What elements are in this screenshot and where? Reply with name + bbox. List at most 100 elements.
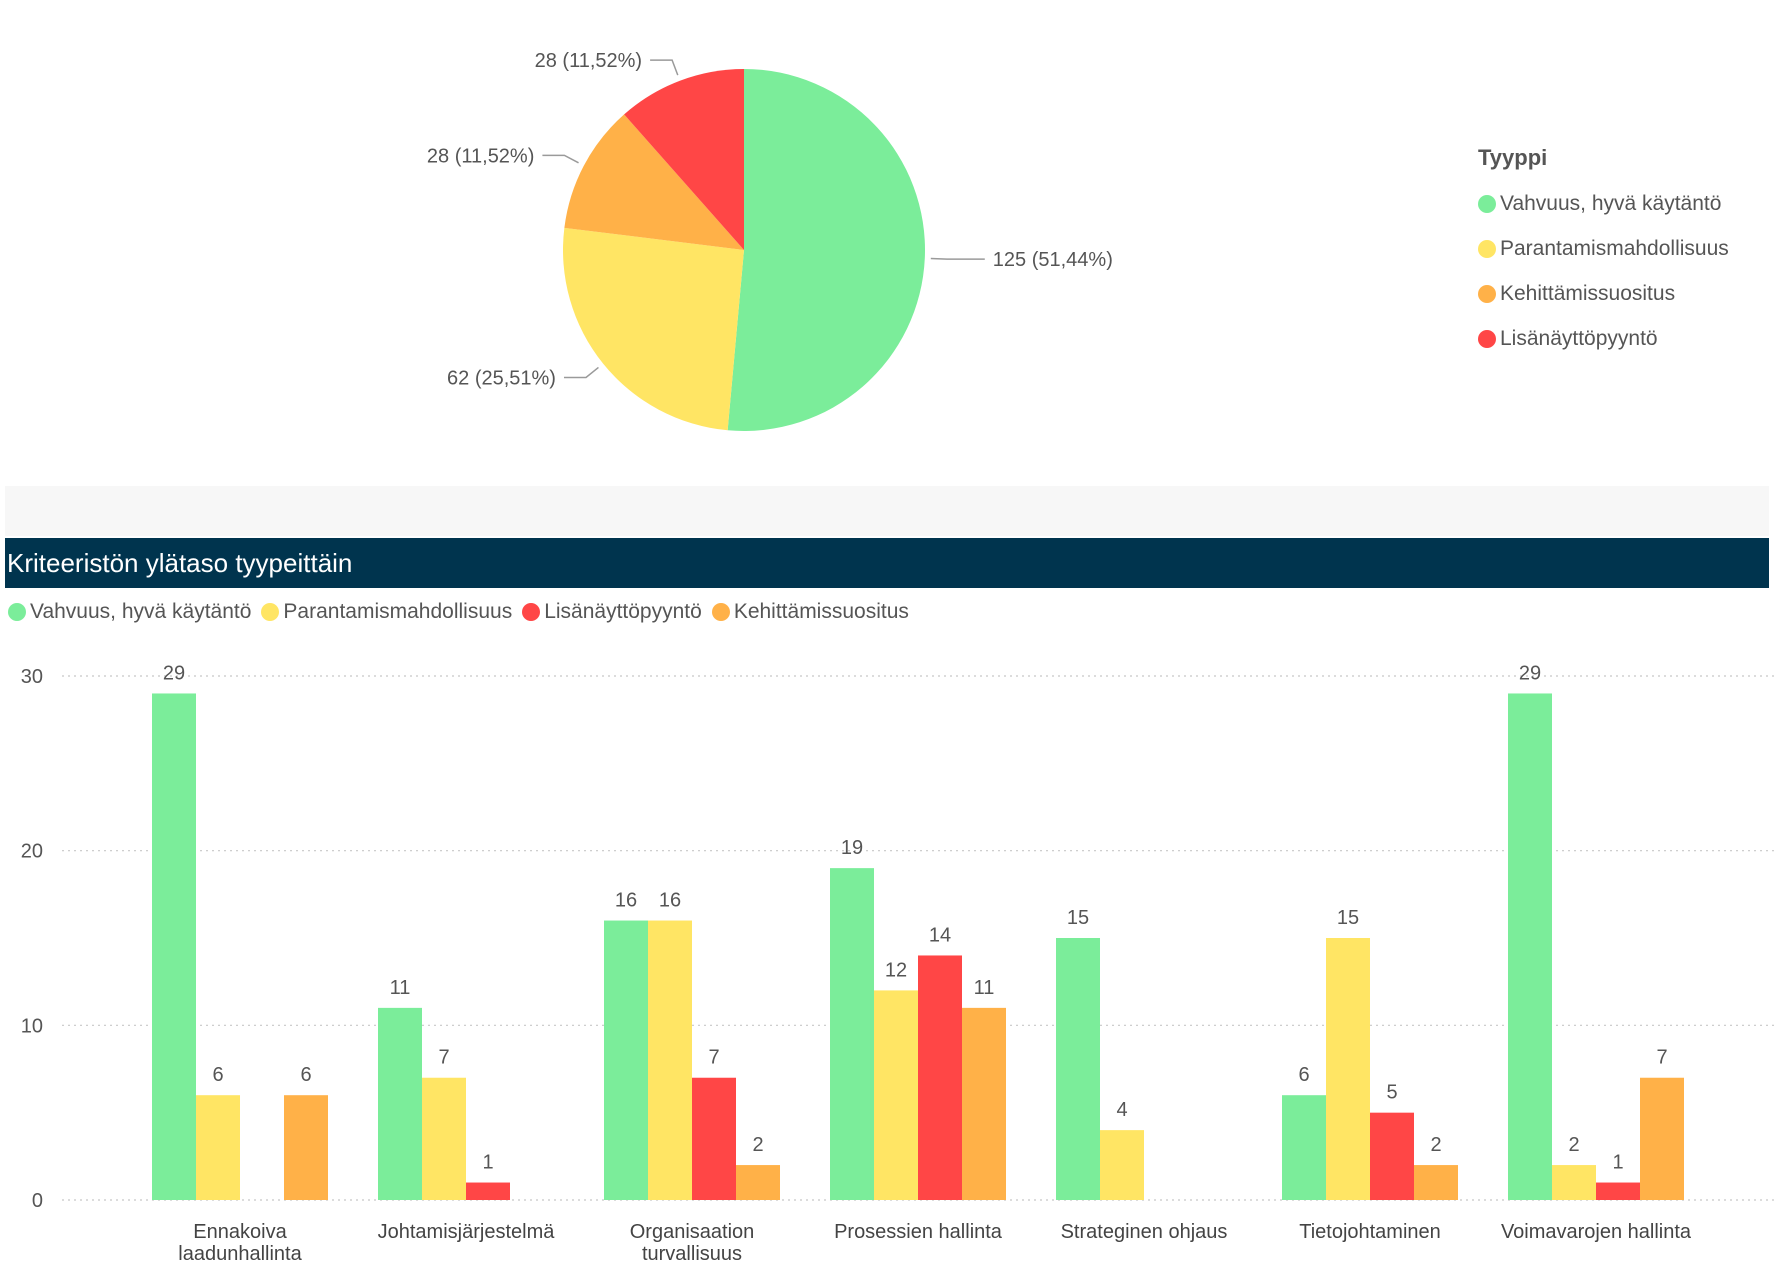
legend-dot-icon — [1478, 284, 1496, 303]
bar-value-label: 15 — [1337, 907, 1359, 929]
x-category-label: Ennakoiva — [193, 1221, 287, 1243]
bar-value-label: 16 — [615, 890, 637, 912]
bar-legend-label: Kehittämissuositus — [733, 600, 909, 623]
y-tick-label: 10 — [21, 1015, 43, 1037]
panel-separator — [5, 486, 1769, 536]
legend-dot-icon — [261, 603, 280, 621]
bar[interactable] — [1370, 1112, 1414, 1200]
pie-legend-label: Parantamismahdollisuus — [1500, 236, 1729, 260]
bar-value-label: 14 — [929, 924, 951, 946]
bar-value-label: 15 — [1067, 907, 1089, 929]
bar[interactable] — [196, 1095, 240, 1200]
pie-chart: 125 (51,44%) 62 (25,51%) 28 (11,52%) 28 (11… — [427, 50, 1113, 431]
bar[interactable] — [830, 868, 874, 1200]
bar-value-label: 12 — [885, 959, 907, 981]
legend-dot-icon — [711, 603, 730, 621]
bar[interactable] — [604, 920, 648, 1200]
legend-dot-icon — [522, 603, 541, 621]
bar[interactable] — [648, 920, 692, 1200]
x-category-label: turvallisuus — [642, 1243, 742, 1265]
bar-value-label: 11 — [390, 977, 411, 999]
bar[interactable] — [1056, 938, 1100, 1200]
pie-legend-item[interactable]: Lisänäyttöpyyntö — [1478, 316, 1729, 361]
pie-slice-label: 62 (25,51%) — [447, 367, 556, 389]
legend-dot-icon — [8, 603, 26, 621]
bar[interactable] — [1100, 1130, 1144, 1200]
y-tick-label: 30 — [21, 666, 43, 688]
pie-leader-line — [542, 154, 579, 164]
bar[interactable] — [378, 1007, 422, 1200]
bar[interactable] — [422, 1077, 466, 1200]
bar-value-label: 29 — [1519, 662, 1541, 684]
bar[interactable] — [962, 1007, 1006, 1200]
bar[interactable] — [736, 1165, 780, 1200]
x-category-label: laadunhallinta — [178, 1243, 302, 1265]
bar-legend-item[interactable]: Lisänäyttöpyyntö — [522, 600, 702, 624]
x-category-label: Johtamisjärjestelmä — [378, 1221, 556, 1243]
bar[interactable] — [1414, 1165, 1458, 1200]
x-category-label: Tietojohtaminen — [1299, 1221, 1441, 1243]
bar-value-label: 2 — [752, 1134, 763, 1156]
pie-legend-item[interactable]: Parantamismahdollisuus — [1478, 226, 1729, 271]
bar-value-label: 1 — [482, 1152, 493, 1174]
pie-leader-line — [563, 366, 599, 379]
pie-slice[interactable] — [727, 69, 925, 431]
bar-value-label: 6 — [212, 1064, 223, 1086]
bar-value-label: 11 — [974, 977, 995, 999]
bar-value-label: 6 — [300, 1064, 311, 1086]
bar-value-label: 5 — [1386, 1082, 1397, 1104]
pie-slice[interactable] — [624, 69, 744, 250]
pie-legend-item[interactable]: Vahvuus, hyvä käytäntö — [1478, 181, 1729, 226]
bar[interactable] — [1508, 693, 1552, 1200]
pie-legend-label: Lisänäyttöpyyntö — [1500, 326, 1658, 350]
bar-value-label: 2 — [1568, 1134, 1579, 1156]
bar[interactable] — [466, 1182, 510, 1200]
bar-value-label: 6 — [1298, 1064, 1309, 1086]
bar-value-label: 29 — [163, 662, 185, 684]
pie-slice-label: 28 (11,52%) — [535, 50, 642, 72]
bar-value-label: 2 — [1430, 1134, 1441, 1156]
bar[interactable] — [692, 1077, 736, 1200]
pie-chart-panel: 125 (51,44%) 62 (25,51%) 28 (11,52%) 28 (11… — [0, 0, 1774, 486]
pie-slice-label: 28 (11,52%) — [427, 145, 534, 167]
y-tick-label: 20 — [21, 841, 43, 863]
pie-slice-label: 125 (51,44%) — [993, 249, 1113, 271]
bar[interactable] — [1552, 1165, 1596, 1200]
bar[interactable] — [284, 1095, 328, 1200]
bar-legend-label: Vahvuus, hyvä käytäntö — [30, 600, 252, 623]
bar[interactable] — [1640, 1077, 1684, 1200]
pie-slice[interactable] — [563, 227, 744, 431]
bar-value-label: 4 — [1116, 1099, 1127, 1121]
bar[interactable] — [1282, 1095, 1326, 1200]
legend-dot-icon — [1478, 329, 1496, 348]
bar-legend-item[interactable]: Kehittämissuositus — [711, 600, 909, 624]
bar-value-label: 7 — [438, 1047, 449, 1069]
bar-value-label: 16 — [659, 890, 681, 912]
bar-value-label: 1 — [1612, 1152, 1623, 1174]
bar[interactable] — [152, 693, 196, 1200]
pie-legend-title: Tyyppi — [1478, 145, 1548, 170]
legend-dot-icon — [1478, 239, 1496, 258]
pie-legend-label: Vahvuus, hyvä käytäntö — [1500, 191, 1722, 215]
bar-legend-label: Lisänäyttöpyyntö — [544, 600, 702, 623]
pie-legend-item[interactable]: Kehittämissuositus — [1478, 271, 1729, 316]
pie-legend: Tyyppi Vahvuus, hyvä käytäntö Parantamis… — [1478, 145, 1729, 361]
pie-legend-label: Kehittämissuositus — [1500, 281, 1676, 305]
bar-legend-item[interactable]: Vahvuus, hyvä käytäntö — [8, 600, 251, 624]
bar-value-label: 19 — [841, 837, 863, 859]
bar-legend-label: Parantamismahdollisuus — [283, 600, 513, 623]
pie-slice[interactable] — [564, 114, 744, 250]
bar-value-label: 7 — [1656, 1047, 1667, 1069]
x-category-label: Organisaation — [630, 1221, 755, 1243]
bar-chart-title: Kriteeristön ylätaso tyypeittäin — [5, 538, 1769, 588]
bar[interactable] — [918, 955, 962, 1200]
bar-legend: Vahvuus, hyvä käytäntö Parantamismahdoll… — [8, 600, 919, 624]
bar-legend-item[interactable]: Parantamismahdollisuus — [261, 600, 512, 624]
bar[interactable] — [1326, 938, 1370, 1200]
bar-value-label: 7 — [708, 1047, 719, 1069]
bar[interactable] — [1596, 1182, 1640, 1200]
x-category-label: Strateginen ohjaus — [1061, 1221, 1228, 1243]
bar[interactable] — [874, 990, 918, 1200]
y-tick-label: 0 — [32, 1190, 43, 1212]
